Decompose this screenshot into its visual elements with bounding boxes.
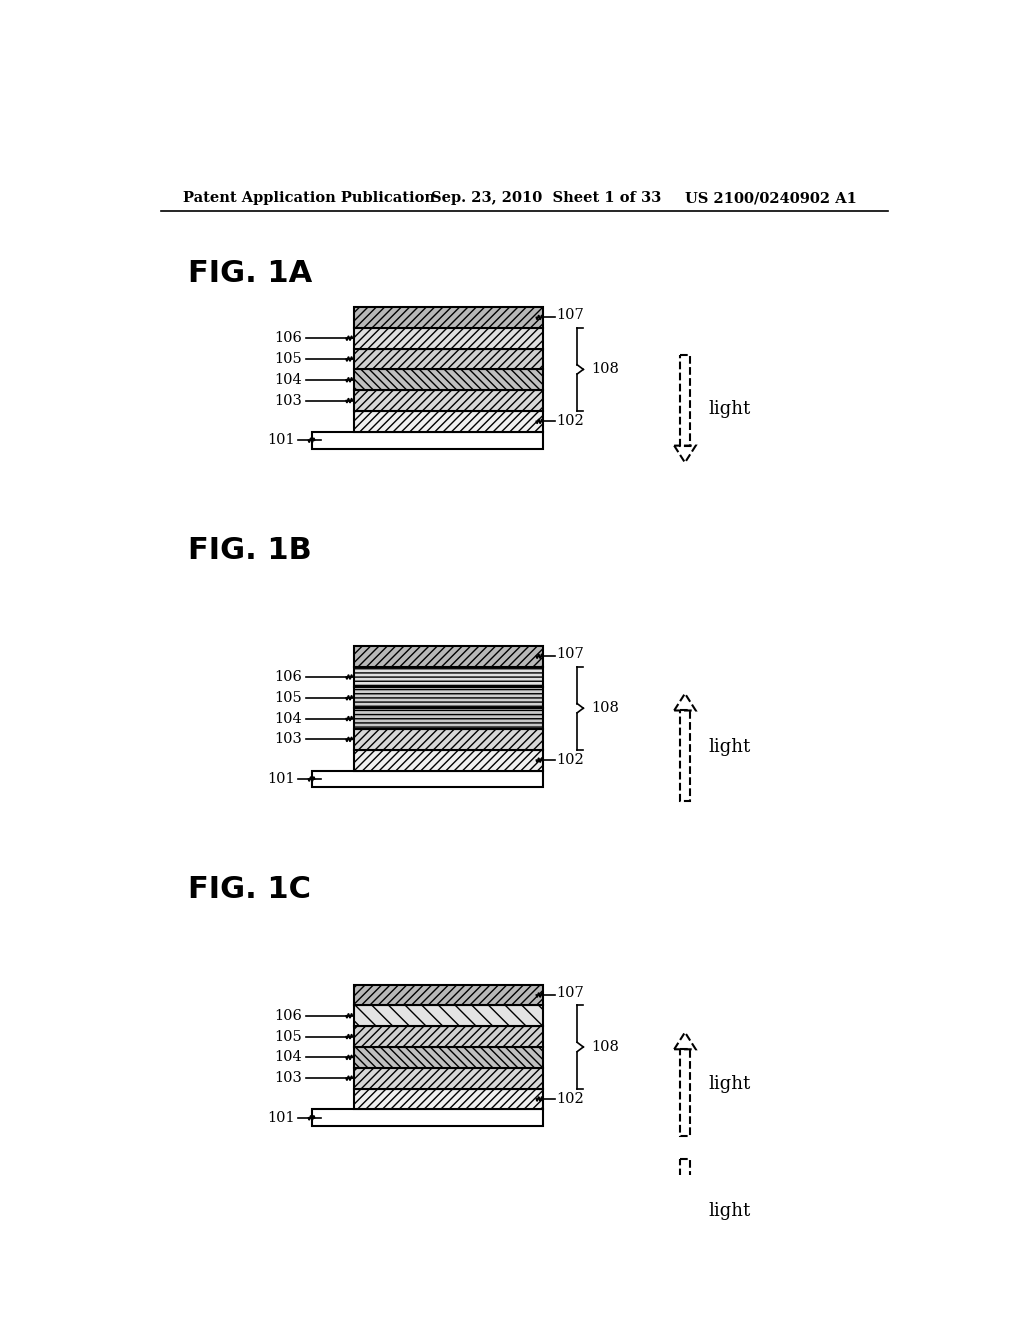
- Bar: [354, 1068, 543, 1089]
- Text: Patent Application Publication: Patent Application Publication: [183, 191, 435, 206]
- Bar: [311, 1109, 543, 1126]
- Bar: [311, 432, 543, 449]
- Text: 101: 101: [267, 433, 295, 447]
- Text: 102: 102: [556, 754, 584, 767]
- Text: US 2100/0240902 A1: US 2100/0240902 A1: [685, 191, 857, 206]
- Bar: [354, 308, 543, 327]
- Text: 104: 104: [274, 711, 302, 726]
- Text: 105: 105: [274, 352, 302, 366]
- Bar: [354, 348, 543, 370]
- Text: light: light: [708, 1074, 751, 1093]
- Text: 107: 107: [556, 647, 584, 661]
- Text: 104: 104: [274, 1051, 302, 1064]
- Text: 106: 106: [274, 331, 302, 346]
- Bar: [354, 1006, 543, 1026]
- Text: 108: 108: [591, 363, 618, 376]
- Bar: [354, 645, 543, 667]
- Text: light: light: [708, 738, 751, 756]
- Text: 101: 101: [267, 772, 295, 785]
- Text: 102: 102: [556, 1092, 584, 1106]
- Bar: [354, 985, 543, 1006]
- Bar: [354, 688, 543, 708]
- Bar: [354, 370, 543, 391]
- Text: 105: 105: [274, 1030, 302, 1044]
- Bar: [354, 327, 543, 348]
- Text: 107: 107: [556, 308, 584, 322]
- Bar: [680, 710, 690, 801]
- Text: 103: 103: [274, 1071, 302, 1085]
- Text: FIG. 1C: FIG. 1C: [188, 874, 311, 903]
- Text: light: light: [708, 400, 751, 417]
- Text: light: light: [708, 1203, 751, 1220]
- Text: 107: 107: [556, 986, 584, 999]
- Text: 103: 103: [274, 733, 302, 746]
- Text: FIG. 1A: FIG. 1A: [188, 259, 312, 288]
- Text: 108: 108: [591, 1040, 618, 1053]
- Bar: [354, 667, 543, 688]
- Text: 102: 102: [556, 414, 584, 429]
- Bar: [354, 708, 543, 729]
- Text: 108: 108: [591, 701, 618, 715]
- Bar: [354, 729, 543, 750]
- Bar: [680, 1049, 690, 1137]
- Bar: [354, 1047, 543, 1068]
- Text: 106: 106: [274, 1008, 302, 1023]
- Text: 101: 101: [267, 1111, 295, 1125]
- Text: Sep. 23, 2010  Sheet 1 of 33: Sep. 23, 2010 Sheet 1 of 33: [431, 191, 662, 206]
- Bar: [354, 1026, 543, 1047]
- Bar: [354, 411, 543, 432]
- Bar: [354, 750, 543, 771]
- Bar: [311, 771, 543, 788]
- Bar: [354, 391, 543, 411]
- Bar: [680, 355, 690, 446]
- Bar: [680, 1159, 690, 1246]
- Text: 103: 103: [274, 393, 302, 408]
- Text: 104: 104: [274, 372, 302, 387]
- Text: FIG. 1B: FIG. 1B: [188, 536, 312, 565]
- Bar: [354, 1089, 543, 1109]
- Text: 105: 105: [274, 690, 302, 705]
- Text: 106: 106: [274, 671, 302, 684]
